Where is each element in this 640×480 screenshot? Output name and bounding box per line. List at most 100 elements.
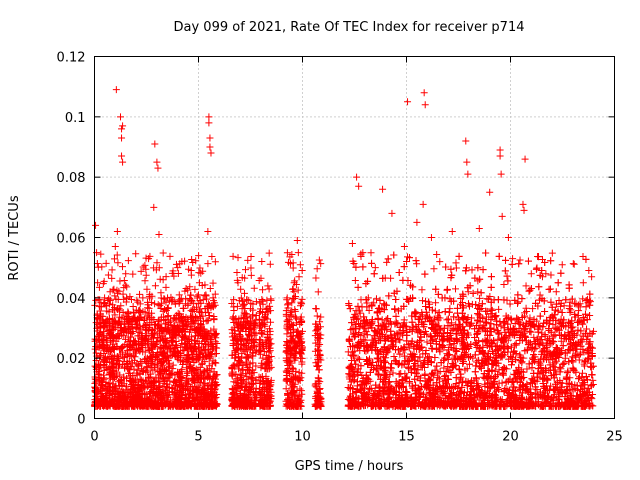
data-point [552, 288, 560, 296]
data-point [291, 307, 299, 315]
data-point [205, 113, 213, 121]
data-point [355, 182, 363, 190]
data-point [527, 270, 535, 278]
data-point [153, 158, 161, 166]
data-point [110, 285, 118, 293]
data-point [133, 296, 141, 304]
data-point [258, 257, 266, 265]
data-point [165, 361, 173, 369]
data-point [314, 288, 322, 296]
data-point [119, 290, 127, 298]
data-point [136, 357, 144, 365]
data-point [296, 261, 304, 269]
data-point [162, 283, 170, 291]
data-point [542, 270, 550, 278]
data-point [154, 164, 162, 172]
data-point [132, 349, 140, 357]
data-point [167, 352, 175, 360]
data-point [241, 266, 249, 274]
data-point [141, 277, 149, 285]
data-point [208, 253, 216, 261]
data-point [448, 227, 456, 235]
data-point [504, 234, 512, 241]
data-point [497, 170, 505, 178]
data-point [436, 258, 444, 266]
data-point [137, 267, 145, 275]
data-point [172, 260, 180, 268]
data-point [421, 101, 429, 109]
data-point [97, 250, 105, 258]
data-point [102, 259, 110, 267]
data-point [159, 276, 167, 284]
data-point [247, 253, 255, 261]
data-point [151, 140, 159, 148]
data-point [157, 289, 165, 297]
data-point [312, 305, 320, 313]
data-point [267, 318, 275, 326]
data-point [129, 303, 137, 311]
data-point [118, 134, 126, 142]
data-point [203, 295, 211, 303]
data-point [192, 303, 200, 311]
data-point [209, 279, 217, 287]
data-point [371, 264, 379, 272]
data-point [92, 221, 100, 229]
data-point [150, 203, 158, 211]
data-point [149, 334, 157, 342]
data-point [117, 302, 125, 310]
data-point [588, 273, 596, 281]
data-point [419, 200, 427, 208]
data-point [104, 271, 112, 279]
data-point [210, 316, 218, 324]
data-point [139, 294, 147, 302]
data-point [229, 252, 237, 260]
data-point [108, 266, 116, 274]
data-point [182, 300, 190, 308]
data-point [282, 310, 290, 318]
data-point [117, 113, 124, 121]
data-point [188, 256, 196, 264]
data-point [197, 323, 205, 331]
data-point [294, 249, 302, 257]
data-point [413, 218, 421, 226]
data-point [100, 332, 108, 340]
data-points [91, 86, 598, 410]
data-point [114, 259, 122, 267]
data-point [119, 122, 127, 130]
data-point [151, 300, 159, 308]
data-point [317, 260, 325, 268]
data-point [348, 240, 356, 248]
data-point [317, 313, 325, 321]
data-point [101, 323, 109, 331]
data-point [475, 224, 483, 232]
data-point [105, 295, 113, 303]
data-point [228, 299, 236, 307]
data-point [204, 227, 212, 235]
data-point [250, 284, 258, 292]
data-point [94, 263, 102, 271]
data-point [206, 143, 214, 151]
data-point [118, 314, 126, 322]
chart-title: Day 099 of 2021, Rate Of TEC Index for r… [174, 20, 525, 35]
data-point [120, 320, 128, 328]
data-point [257, 364, 265, 372]
data-point [464, 170, 472, 178]
data-point [291, 306, 299, 314]
data-point [247, 264, 255, 272]
data-point [404, 98, 412, 106]
data-point [188, 382, 196, 390]
data-point [119, 308, 127, 316]
data-point [119, 158, 127, 166]
data-point [95, 283, 103, 291]
data-point [463, 158, 471, 166]
data-point [184, 344, 192, 352]
data-point [109, 286, 117, 294]
data-point [97, 350, 105, 358]
data-point [195, 252, 203, 260]
data-point [92, 349, 100, 357]
data-point [244, 256, 252, 264]
data-point [143, 285, 151, 293]
data-point [106, 288, 114, 296]
data-point [174, 269, 182, 277]
